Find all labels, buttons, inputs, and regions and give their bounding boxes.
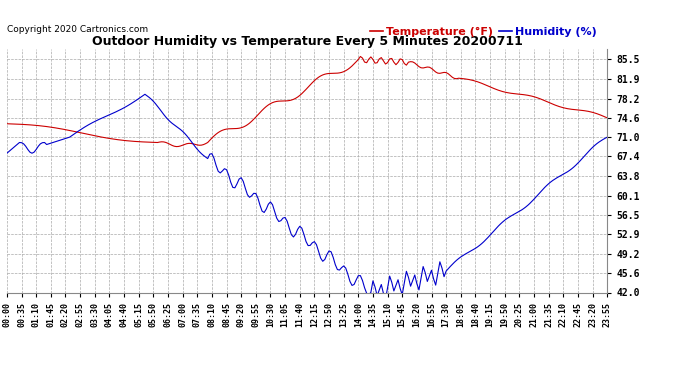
Title: Outdoor Humidity vs Temperature Every 5 Minutes 20200711: Outdoor Humidity vs Temperature Every 5 … <box>92 34 522 48</box>
Text: Copyright 2020 Cartronics.com: Copyright 2020 Cartronics.com <box>7 25 148 34</box>
Legend: Temperature (°F), Humidity (%): Temperature (°F), Humidity (%) <box>365 22 602 42</box>
